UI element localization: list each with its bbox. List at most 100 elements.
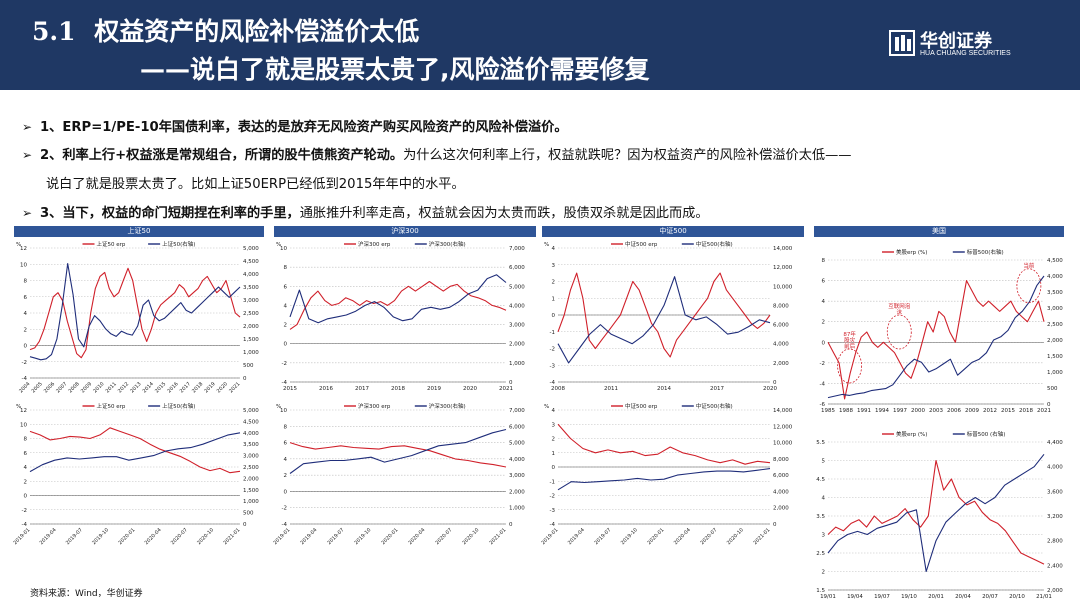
x-tick-label: 19/07: [874, 594, 890, 600]
y-tick-label: 10: [20, 262, 27, 268]
y2-tick-label: 500: [243, 511, 254, 517]
annotation-label: 沫: [897, 308, 903, 316]
x-tick-label: 2017: [355, 386, 369, 392]
chart-hs300-long: -4 -2 0 2 4 6 8 10 0 1,000 2,000 3,000 4,000 5,000 6,0…: [276, 240, 525, 392]
y2-tick-label: 4,000: [509, 457, 525, 463]
panel-head-hs300: 沪深300: [274, 226, 536, 237]
x-tick-label: 2019-04: [299, 527, 318, 546]
y2-tick-label: 3,000: [243, 454, 259, 460]
x-tick-label: 2017: [179, 381, 192, 394]
x-tick-label: 1988: [839, 408, 853, 414]
y-tick-label: 0: [24, 344, 28, 350]
x-tick-label: 2015: [283, 386, 297, 392]
y-tick-label: -4: [282, 380, 288, 386]
x-tick-label: 2011: [105, 381, 118, 394]
y-tick-label: 2: [822, 320, 826, 326]
y2-tick-label: 4,000: [243, 431, 259, 437]
y-tick-label: 1: [552, 296, 556, 302]
x-tick-label: 2019-04: [39, 527, 58, 546]
y-tick-label: -2: [550, 494, 555, 500]
y2-tick-label: 1,000: [243, 499, 259, 505]
x-tick-label: 2018: [191, 381, 204, 394]
y-tick-label: 5: [822, 459, 826, 465]
series-line-erp: [827, 280, 1045, 400]
y2-tick-label: 4,000: [1047, 274, 1063, 280]
x-tick-label: 2005: [31, 381, 44, 394]
x-tick-label: 2020-01: [646, 527, 665, 546]
legend-label: 上证50 erp: [97, 402, 126, 410]
y2-tick-label: 0: [1047, 402, 1051, 408]
y-tick-label: 2: [822, 570, 826, 576]
y2-tick-label: 1,500: [243, 488, 259, 494]
y-tick-label: -3: [550, 363, 556, 369]
chart-us-long: -6 -4 -2 0 2 4 6 8 0 500 1,000 1,500 2,000 2,500 3,000…: [820, 248, 1064, 414]
legend-label: 标普500 (右轴): [967, 430, 1006, 438]
legend-label: 沪深300(右轴): [429, 402, 466, 410]
y2-tick-label: 3,000: [243, 298, 259, 304]
y2-tick-label: 10,000: [773, 441, 793, 447]
y-tick-label: 0: [284, 342, 288, 348]
x-tick-label: 2017: [710, 386, 724, 392]
x-tick-label: 2020-01: [117, 527, 136, 546]
x-tick-label: 2016: [319, 386, 333, 392]
chart-zz500-recent: -4 -3 -2 -1 0 1 2 3 4 0 2,000 4,000 6,000 8,000 10,000…: [540, 402, 793, 546]
x-tick-label: 2020-07: [170, 527, 189, 546]
y-tick-label: -4: [22, 522, 28, 528]
y2-tick-label: 4,000: [773, 489, 789, 495]
y-tick-label: -4: [22, 376, 28, 382]
y2-tick-label: 8,000: [773, 457, 789, 463]
legend-label: 沪深300 erp: [358, 240, 391, 248]
x-tick-label: 2006: [43, 381, 56, 394]
series-line-index: [29, 432, 241, 473]
x-tick-label: 2020-04: [407, 527, 426, 546]
x-tick-label: 2003: [929, 408, 943, 414]
series-line-index: [557, 276, 771, 364]
y2-tick-label: 3,200: [1047, 514, 1063, 520]
x-tick-label: 2021-01: [752, 527, 771, 546]
y-tick-label: 6: [284, 284, 288, 290]
y2-tick-label: 3,500: [1047, 290, 1063, 296]
y2-tick-label: 500: [243, 363, 254, 369]
y2-tick-label: 2,000: [243, 476, 259, 482]
y2-tick-label: 1,000: [509, 506, 525, 512]
x-tick-label: 2013: [129, 381, 142, 394]
y-tick-label: -2: [22, 360, 27, 366]
y2-tick-label: 1,500: [243, 337, 259, 343]
x-tick-label: 2021-01: [222, 527, 241, 546]
series-line-erp: [29, 427, 241, 474]
y2-tick-label: 12,000: [773, 424, 793, 430]
y-tick-label: 3.5: [816, 514, 825, 520]
y2-tick-label: 3,500: [243, 285, 259, 291]
y-tick-label: 4: [284, 457, 288, 463]
y2-tick-label: 2,000: [509, 342, 525, 348]
y2-tick-label: 0: [773, 380, 777, 386]
y2-tick-label: 7,000: [509, 246, 525, 252]
x-tick-label: 2019: [427, 386, 441, 392]
y2-tick-label: 4,400: [1047, 440, 1063, 446]
x-tick-label: 2015: [154, 381, 167, 394]
y-unit-label: %: [276, 242, 281, 248]
y-tick-label: 3: [822, 533, 826, 539]
chart-sz50-long: -4 -2 0 2 4 6 8 10 12 0 500 1,000 1,500 2,000 2,500 3,0…: [16, 240, 259, 394]
arrow-bullet-icon: ➢: [22, 148, 33, 162]
y2-tick-label: 2,500: [243, 465, 259, 471]
x-tick-label: 2019-07: [326, 527, 345, 546]
y2-tick-label: 4,500: [243, 259, 259, 265]
legend-label: 中证500(右轴): [696, 240, 733, 248]
x-tick-label: 2019-01: [272, 527, 291, 546]
y2-tick-label: 3,500: [243, 442, 259, 448]
x-tick-label: 20/04: [955, 594, 971, 600]
y2-tick-label: 12,000: [773, 265, 793, 271]
y-tick-label: 4: [284, 303, 288, 309]
brand-logo: 华创证券 HUA CHUANG SECURITIES: [888, 27, 1028, 63]
annotation-circle: [837, 348, 862, 384]
x-tick-label: 2020: [763, 386, 777, 392]
y-tick-label: 8: [24, 437, 28, 443]
x-tick-label: 2020-10: [196, 527, 215, 546]
annotation-label: 前后: [844, 342, 856, 350]
y2-tick-label: 4,500: [1047, 258, 1063, 264]
y2-tick-label: 8,000: [773, 303, 789, 309]
x-tick-label: 1997: [893, 408, 907, 414]
y-tick-label: 0: [822, 340, 826, 346]
y2-tick-label: 6,000: [773, 473, 789, 479]
